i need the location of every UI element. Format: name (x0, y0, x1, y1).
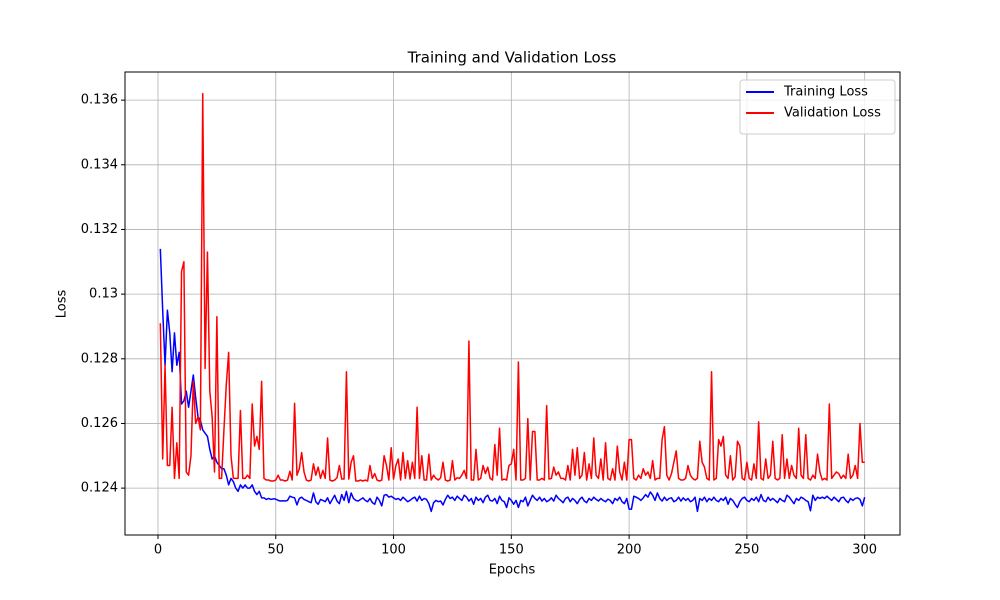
plot-frame (124, 71, 901, 536)
chart-title: Training and Validation Loss (407, 49, 617, 67)
y-tick-label: 0.124 (81, 481, 118, 496)
y-tick-label: 0.126 (81, 416, 118, 431)
plot-lines (159, 92, 866, 513)
x-tick-label: 0 (154, 543, 162, 558)
x-tick-label: 300 (852, 543, 877, 558)
y-tick-label: 0.136 (81, 93, 118, 108)
legend-label: Training Loss (783, 85, 868, 100)
y-tick-label: 0.128 (81, 351, 118, 366)
ticks: 0 50 100 150 200 250 300 0.124 0.126 0.128 0.13 0.1… (81, 93, 877, 558)
data-line (159, 92, 865, 482)
y-tick-label: 0.13 (89, 287, 118, 302)
y-tick-label: 0.134 (81, 157, 118, 172)
y-tick-label: 0.132 (81, 222, 118, 237)
legend: Training Loss Validation Loss (739, 79, 896, 135)
x-axis-label: Epochs (489, 563, 536, 578)
x-tick-label: 250 (734, 543, 759, 558)
x-tick-label: 50 (267, 543, 284, 558)
y-axis-label: Loss (55, 290, 70, 319)
x-tick-label: 150 (499, 543, 524, 558)
x-tick-label: 200 (617, 543, 642, 558)
x-tick-label: 100 (381, 543, 406, 558)
legend-label: Validation Loss (784, 106, 881, 121)
data-line (159, 248, 866, 513)
legend-box (739, 79, 896, 135)
